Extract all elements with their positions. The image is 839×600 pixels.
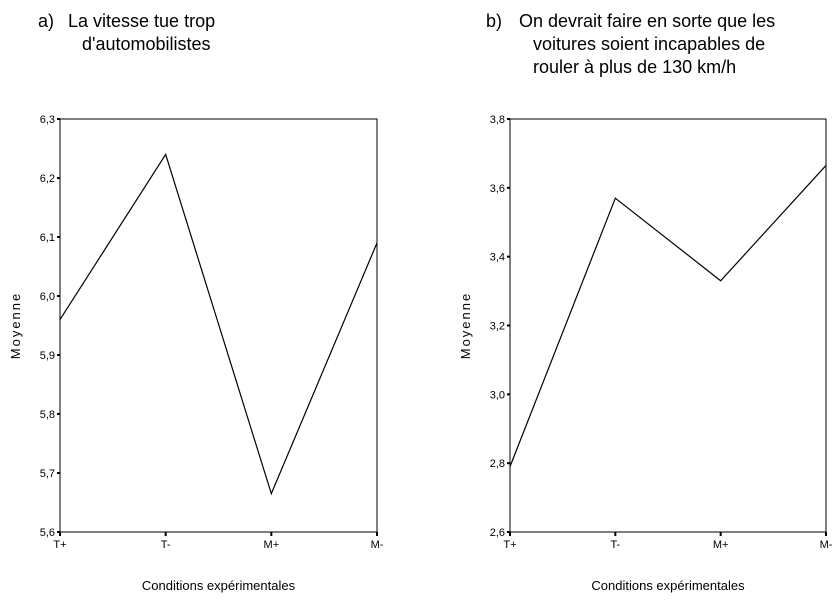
- chart-b-y-tick-label: 3,6: [490, 183, 505, 195]
- chart-a-y-tick-label: 6,3: [40, 114, 55, 126]
- chart-b-y-tick-label: 3,2: [490, 321, 505, 333]
- chart-b-y-tick-label: 2,6: [490, 527, 505, 539]
- chart-b-title-line-1: On devrait faire en sorte que les: [519, 11, 776, 31]
- chart-b-panel-label: b): [486, 11, 503, 31]
- chart-b-y-tick-label: 3,8: [490, 114, 505, 126]
- chart-b-series-line: [509, 165, 827, 467]
- chart-b-y-axis-title: Moyenne: [458, 292, 473, 359]
- chart-b-y-tick-label: 2,8: [490, 458, 505, 470]
- chart-a-plot-frame: [59, 118, 378, 533]
- chart-a-y-tick-label: 6,0: [40, 291, 55, 303]
- chart-a-y-tick-label: 5,7: [40, 468, 55, 480]
- chart-b-x-axis-title: Conditions expérimentales: [591, 578, 745, 593]
- chart-a-y-tick-label: 6,1: [40, 232, 55, 244]
- chart-b-title-line-3: rouler à plus de 130 km/h: [533, 57, 737, 77]
- chart-a-x-axis-title: Conditions expérimentales: [142, 578, 296, 593]
- chart-b-x-tick-label: M+: [713, 539, 729, 551]
- chart-a-series-line: [59, 152, 378, 496]
- chart-a-y-tick-label: 5,8: [40, 409, 55, 421]
- chart-a-y-tick-label: 5,9: [40, 350, 55, 362]
- chart-a-title-line-2: d'automobilistes: [82, 34, 211, 54]
- chart-b-plot-frame: [509, 118, 827, 533]
- chart-b-title-line-2: voitures soient incapables de: [533, 34, 766, 54]
- chart-a-x-tick-label: M+: [264, 539, 280, 551]
- chart-b-y-tick-label: 3,4: [490, 252, 505, 264]
- chart-a-x-tick-label: M-: [371, 539, 384, 551]
- chart-b-x-tick-label: M-: [820, 539, 833, 551]
- chart-a-y-tick-label: 6,2: [40, 173, 55, 185]
- chart-a-y-axis-title: Moyenne: [8, 292, 23, 359]
- chart-b-x-tick-label: T+: [503, 539, 516, 551]
- chart-a-x-tick-label: T-: [161, 539, 171, 551]
- chart-b-y-tick-label: 3,0: [490, 389, 505, 401]
- chart-b-x-tick-label: T-: [610, 539, 620, 551]
- chart-a-y-tick-label: 5,6: [40, 527, 55, 539]
- chart-a-x-tick-label: T+: [53, 539, 66, 551]
- chart-a-panel-label: a): [38, 11, 55, 31]
- chart-a-title-line-1: La vitesse tue trop: [68, 11, 216, 31]
